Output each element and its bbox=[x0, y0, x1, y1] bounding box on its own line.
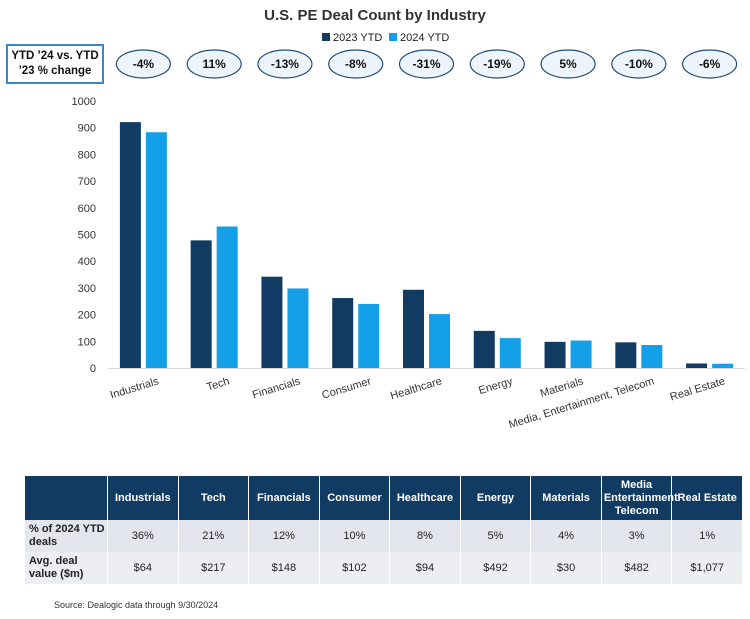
bar-2023 bbox=[261, 276, 283, 368]
pct-change-value: 11% bbox=[202, 57, 226, 71]
category-label: Materials bbox=[539, 375, 586, 400]
table-cell: 21% bbox=[178, 520, 250, 552]
y-tick-label: 900 bbox=[78, 123, 96, 135]
pct-change-ellipse bbox=[328, 49, 384, 79]
table-header-cell: Materials bbox=[530, 476, 602, 520]
bar-2023 bbox=[544, 341, 566, 368]
table-row: % of 2024 YTD deals 36% 21% 12% 10% 8% 5… bbox=[25, 520, 743, 552]
legend-swatch bbox=[322, 33, 330, 41]
table-header-cell: Healthcare bbox=[389, 476, 461, 520]
table-cell: 1% bbox=[671, 520, 743, 552]
category-label: Consumer bbox=[321, 375, 373, 401]
chart-title: U.S. PE Deal Count by Industry bbox=[264, 7, 486, 24]
table-cell: 12% bbox=[248, 520, 320, 552]
y-tick-label: 400 bbox=[78, 256, 96, 268]
bar-2024 bbox=[358, 303, 380, 368]
table-cell: 4% bbox=[530, 520, 602, 552]
y-tick-label: 300 bbox=[78, 283, 96, 295]
y-tick-label: 500 bbox=[78, 230, 96, 242]
table-header-cell: Financials bbox=[248, 476, 320, 520]
y-tick-label: 100 bbox=[78, 336, 96, 348]
pct-change-value: -13% bbox=[271, 57, 299, 71]
bar-2024 bbox=[570, 340, 592, 368]
pct-change-ellipse bbox=[398, 49, 455, 79]
pct-change-value: 5% bbox=[559, 57, 577, 71]
bar-2023 bbox=[615, 342, 637, 368]
table-cell: $217 bbox=[178, 552, 250, 584]
bar-2023 bbox=[119, 122, 141, 368]
pct-change-ellipse bbox=[611, 49, 667, 79]
table-row-label: Avg. deal value ($m) bbox=[25, 552, 108, 584]
bar-2024 bbox=[216, 226, 238, 368]
bar-2024 bbox=[499, 338, 521, 368]
category-label: Healthcare bbox=[389, 375, 443, 402]
table-corner-cell bbox=[25, 476, 108, 520]
pct-change-value: -8% bbox=[345, 57, 367, 71]
table-header-cell: Consumer bbox=[319, 476, 391, 520]
table-header-row: Industrials Tech Financials Consumer Hea… bbox=[25, 476, 743, 520]
pct-change-ellipse bbox=[682, 49, 738, 79]
legend-label: 2023 YTD bbox=[333, 32, 382, 44]
table-cell: 10% bbox=[319, 520, 391, 552]
category-label: Real Estate bbox=[669, 375, 727, 403]
bar-2023 bbox=[686, 363, 708, 368]
table-header-cell: Energy bbox=[460, 476, 532, 520]
table-row-label: % of 2024 YTD deals bbox=[25, 520, 108, 552]
category-label: Energy bbox=[477, 375, 514, 397]
bar-2024 bbox=[712, 363, 734, 368]
category-label: Industrials bbox=[109, 375, 161, 401]
legend-label: 2024 YTD bbox=[400, 32, 449, 44]
y-tick-label: 1000 bbox=[72, 96, 96, 108]
source-note: Source: Dealogic data through 9/30/2024 bbox=[54, 600, 219, 610]
pct-change-value: -6% bbox=[699, 57, 721, 71]
table-cell: 8% bbox=[389, 520, 461, 552]
table-header-cell: Industrials bbox=[107, 476, 179, 520]
y-tick-label: 0 bbox=[90, 363, 96, 375]
table-cell: 36% bbox=[107, 520, 179, 552]
table-cell: 5% bbox=[460, 520, 532, 552]
pct-change-ellipse bbox=[469, 49, 525, 79]
y-tick-label: 600 bbox=[78, 203, 96, 215]
bar-2024 bbox=[641, 345, 663, 368]
stats-table: Industrials Tech Financials Consumer Hea… bbox=[25, 476, 743, 584]
pct-change-ellipse bbox=[540, 49, 596, 79]
table-cell: $64 bbox=[107, 552, 179, 584]
table-cell: $482 bbox=[601, 552, 673, 584]
table-cell: $148 bbox=[248, 552, 320, 584]
bar-2024 bbox=[429, 314, 450, 368]
table-header-cell: Tech bbox=[178, 476, 250, 520]
table-header-cell: Real Estate bbox=[671, 476, 743, 520]
bar-2024 bbox=[145, 132, 167, 368]
pct-change-value: -31% bbox=[412, 57, 440, 71]
bar-2023 bbox=[473, 330, 495, 368]
bar-2023 bbox=[190, 240, 212, 368]
bar-2023 bbox=[332, 298, 354, 368]
y-tick-label: 200 bbox=[78, 310, 96, 322]
category-label: Financials bbox=[251, 375, 302, 401]
pct-change-ellipse bbox=[115, 49, 171, 79]
chart: U.S. PE Deal Count by Industry 2023 YTD 20… bbox=[72, 7, 745, 431]
pct-change-label-box: YTD ’24 vs. YTD ’23 % change bbox=[6, 44, 104, 84]
bar-2023 bbox=[403, 289, 424, 368]
category-label: Tech bbox=[205, 375, 231, 393]
table-header-cell: Media Entertainment Telecom bbox=[601, 476, 678, 520]
pct-change-value: -10% bbox=[625, 57, 653, 71]
y-tick-label: 800 bbox=[78, 149, 96, 161]
table-cell: $102 bbox=[319, 552, 391, 584]
legend-swatch bbox=[389, 33, 397, 41]
table-cell: $30 bbox=[530, 552, 602, 584]
bar-2024 bbox=[287, 288, 309, 368]
table-cell: $492 bbox=[460, 552, 532, 584]
table-cell: $94 bbox=[389, 552, 461, 584]
pct-change-value: -19% bbox=[483, 57, 511, 71]
table-row: Avg. deal value ($m) $64 $217 $148 $102 … bbox=[25, 552, 743, 584]
pct-change-ellipse bbox=[186, 49, 242, 79]
table-cell: $1,077 bbox=[671, 552, 743, 584]
pct-change-value: -4% bbox=[133, 57, 155, 71]
table-cell: 3% bbox=[601, 520, 673, 552]
pct-change-ellipse bbox=[257, 49, 313, 79]
y-tick-label: 700 bbox=[78, 176, 96, 188]
